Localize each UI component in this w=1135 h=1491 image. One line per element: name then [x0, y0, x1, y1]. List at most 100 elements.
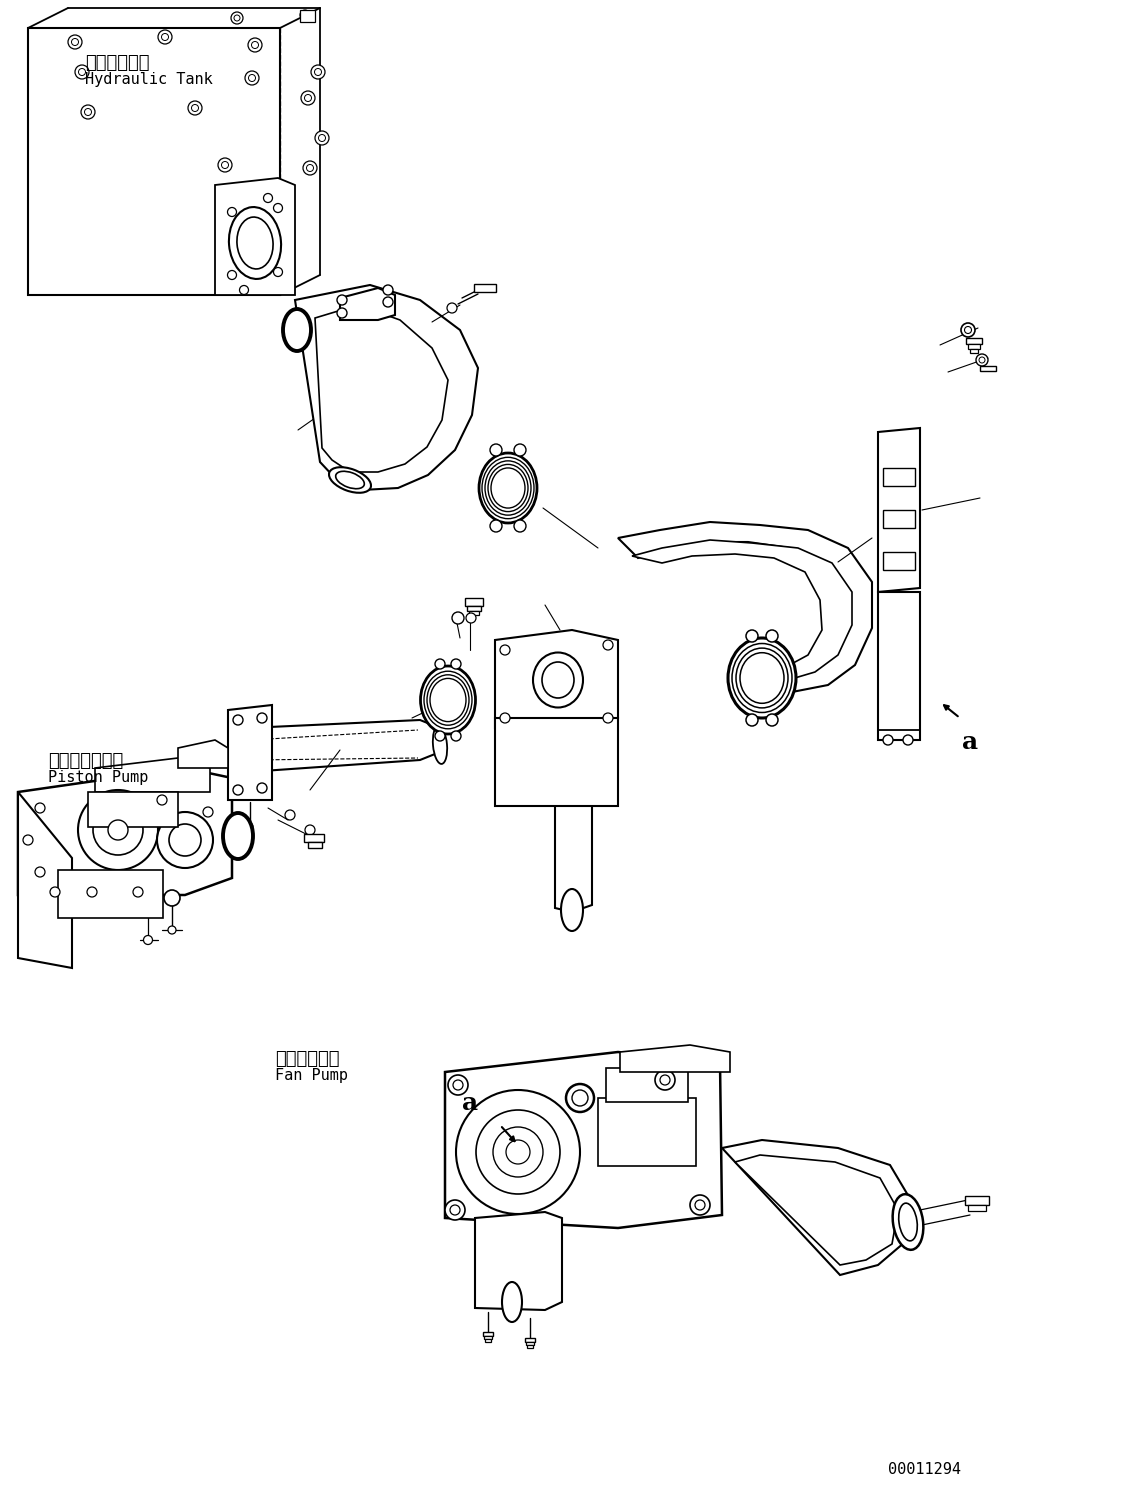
Circle shape: [252, 42, 259, 49]
Bar: [878, 592, 920, 740]
Circle shape: [157, 795, 167, 805]
Polygon shape: [735, 1156, 898, 1264]
Polygon shape: [340, 288, 395, 321]
Polygon shape: [28, 28, 280, 295]
Circle shape: [566, 1084, 594, 1112]
Circle shape: [163, 890, 180, 907]
Bar: [883, 510, 915, 528]
Bar: [474, 283, 496, 292]
Circle shape: [304, 94, 311, 101]
Circle shape: [493, 1127, 543, 1176]
Circle shape: [603, 640, 613, 650]
Circle shape: [746, 631, 758, 643]
Bar: [968, 1205, 986, 1211]
Circle shape: [203, 807, 213, 817]
Circle shape: [603, 713, 613, 723]
Ellipse shape: [430, 678, 466, 722]
Circle shape: [68, 34, 82, 49]
Ellipse shape: [728, 638, 796, 719]
Circle shape: [314, 69, 321, 76]
Text: 00011294: 00011294: [888, 1463, 961, 1478]
Circle shape: [81, 104, 95, 119]
Bar: [883, 468, 915, 486]
Text: a: a: [462, 1091, 478, 1115]
Circle shape: [501, 646, 510, 655]
Circle shape: [659, 1075, 670, 1085]
Text: ピストンポンプ: ピストンポンプ: [48, 751, 124, 769]
Circle shape: [158, 30, 173, 45]
Circle shape: [445, 1200, 465, 1220]
Circle shape: [435, 731, 445, 741]
Circle shape: [303, 161, 317, 174]
Text: Fan Pump: Fan Pump: [275, 1068, 348, 1082]
Ellipse shape: [329, 467, 371, 494]
Bar: [966, 338, 982, 344]
Circle shape: [218, 158, 232, 171]
Ellipse shape: [533, 653, 583, 708]
Ellipse shape: [485, 461, 531, 514]
Ellipse shape: [237, 218, 274, 268]
Circle shape: [75, 66, 89, 79]
Circle shape: [35, 866, 45, 877]
Circle shape: [239, 285, 249, 295]
Circle shape: [161, 33, 168, 40]
Text: a: a: [962, 731, 978, 754]
Polygon shape: [215, 177, 295, 295]
Bar: [485, 1339, 491, 1342]
Circle shape: [78, 790, 158, 871]
Circle shape: [169, 825, 201, 856]
Circle shape: [78, 69, 85, 76]
Circle shape: [766, 631, 777, 643]
Circle shape: [447, 303, 457, 313]
Text: Piston Pump: Piston Pump: [48, 769, 149, 784]
Circle shape: [448, 1075, 468, 1094]
Polygon shape: [476, 1212, 562, 1311]
Circle shape: [746, 714, 758, 726]
Ellipse shape: [491, 468, 526, 508]
Text: 作動油タンク: 作動油タンク: [85, 54, 150, 72]
Polygon shape: [632, 540, 852, 680]
Bar: [89, 792, 178, 828]
Bar: [970, 349, 978, 353]
Circle shape: [249, 37, 262, 52]
Ellipse shape: [892, 1194, 924, 1249]
Circle shape: [227, 270, 236, 279]
Circle shape: [311, 66, 325, 79]
Circle shape: [143, 935, 152, 944]
Circle shape: [233, 784, 243, 795]
Polygon shape: [555, 722, 592, 912]
Text: Hydraulic Tank: Hydraulic Tank: [85, 72, 212, 86]
Circle shape: [453, 1079, 463, 1090]
Circle shape: [72, 39, 78, 46]
Ellipse shape: [420, 666, 476, 734]
Ellipse shape: [561, 889, 583, 930]
Circle shape: [435, 659, 445, 669]
Polygon shape: [316, 306, 448, 473]
Circle shape: [35, 804, 45, 813]
Bar: [484, 1336, 491, 1339]
Polygon shape: [228, 705, 272, 801]
Circle shape: [157, 813, 213, 868]
Bar: [606, 1068, 688, 1102]
Ellipse shape: [243, 728, 261, 772]
Ellipse shape: [432, 726, 447, 763]
Circle shape: [690, 1194, 711, 1215]
Polygon shape: [722, 1141, 913, 1275]
Ellipse shape: [488, 464, 528, 511]
Polygon shape: [620, 1045, 730, 1072]
Ellipse shape: [479, 453, 537, 523]
Polygon shape: [249, 720, 445, 772]
Bar: [308, 842, 322, 848]
Circle shape: [766, 714, 777, 726]
Polygon shape: [95, 757, 210, 792]
Ellipse shape: [502, 1282, 522, 1323]
Circle shape: [87, 887, 96, 898]
Circle shape: [274, 203, 283, 213]
Circle shape: [452, 611, 464, 625]
Circle shape: [234, 15, 239, 21]
Circle shape: [133, 887, 143, 898]
Bar: [466, 605, 481, 611]
Bar: [526, 1337, 535, 1342]
Ellipse shape: [732, 644, 792, 713]
Bar: [968, 344, 980, 349]
